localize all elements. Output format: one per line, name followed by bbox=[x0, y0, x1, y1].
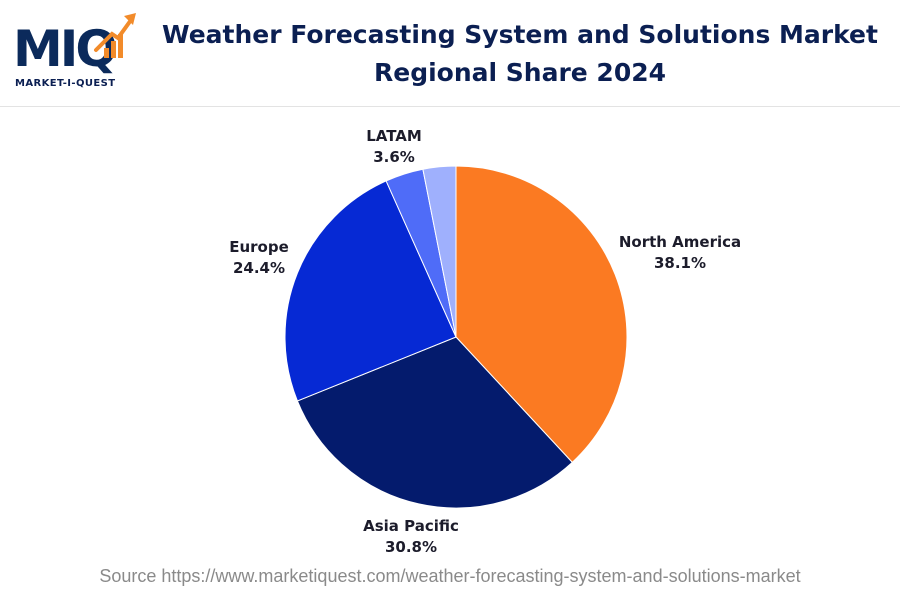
brand-logo[interactable]: MIQ MARKET-I-QUEST bbox=[12, 8, 140, 94]
slice-label-europe: Europe bbox=[229, 238, 289, 256]
logo-caption: MARKET-I-QUEST bbox=[15, 78, 116, 89]
chart-title-line2: Regional Share 2024 bbox=[373, 58, 667, 87]
slice-label-latam: LATAM bbox=[366, 127, 422, 145]
pie-labels: North America 38.1% Asia Pacific 30.8% Europ… bbox=[229, 127, 741, 556]
growth-arrow-icon bbox=[94, 13, 136, 58]
logo-wordmark-text: MIQ bbox=[13, 20, 115, 78]
slice-label-asia-pacific: Asia Pacific bbox=[363, 517, 459, 535]
header: MIQ MARKET-I-QUEST Weather Forecasting S… bbox=[0, 0, 900, 106]
logo-wordmark: MIQ bbox=[13, 13, 136, 78]
chart-title-line1: Weather Forecasting System and Solutions… bbox=[162, 20, 878, 49]
slice-value-latam: 3.6% bbox=[373, 148, 415, 166]
pie-slice-asia-pacific bbox=[296, 336, 573, 509]
slice-label-north-america: North America bbox=[619, 233, 741, 251]
pie-slice-north-america bbox=[455, 165, 628, 464]
chart-title: Weather Forecasting System and Solutions… bbox=[160, 16, 880, 92]
slice-value-asia-pacific: 30.8% bbox=[385, 538, 437, 556]
pie-slices bbox=[284, 165, 628, 509]
header-divider bbox=[0, 106, 900, 107]
slice-value-north-america: 38.1% bbox=[654, 254, 706, 272]
source-citation: Source https://www.marketiquest.com/weat… bbox=[99, 566, 801, 586]
pie-slice-europe bbox=[284, 180, 457, 402]
pie-chart: North America 38.1% Asia Pacific 30.8% Europ… bbox=[229, 127, 741, 556]
slice-value-europe: 24.4% bbox=[233, 259, 285, 277]
pie-slice-unlabeled bbox=[422, 165, 457, 338]
